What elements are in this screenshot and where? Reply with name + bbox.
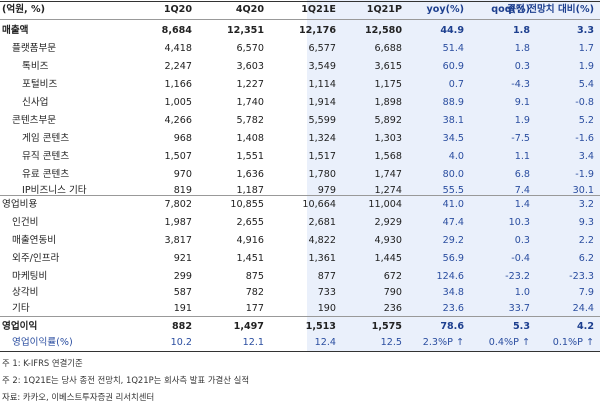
table-row: 마케팅비 299 875 877 672 124.6 -23.2 -23.3	[12, 271, 594, 282]
table-row: 뮤직 콘텐츠 1,507 1,551 1,517 1,568 4.0 1.1 3…	[22, 151, 594, 162]
note-2: 주 2: 1Q21E는 당사 종전 전망치, 1Q21P는 회사측 발표 가결산…	[2, 375, 250, 385]
table-row: 톡비즈 2,247 3,603 3,549 3,615 60.9 0.3 1.9	[22, 61, 594, 72]
header-4q20: 4Q20	[235, 4, 264, 15]
table-row: 게임 콘텐츠 968 1,408 1,324 1,303 34.5 -7.5 -…	[22, 133, 594, 144]
table-row: 인건비 1,987 2,655 2,681 2,929 47.4 10.3 9.…	[12, 217, 594, 228]
header-row: (억원, %) 1Q20 4Q20 1Q21E 1Q21P yoy(%) qoq…	[0, 1, 600, 19]
highlight-columns	[307, 0, 600, 351]
top-rule	[0, 1, 600, 2]
table-row: 플랫폼부문 4,418 6,570 6,577 6,688 51.4 1.8 1…	[12, 43, 594, 54]
table-row: 콘텐츠부문 4,266 5,782 5,599 5,892 38.1 1.9 5…	[12, 115, 594, 126]
bottom-rule	[0, 351, 600, 352]
header-1q20: 1Q20	[163, 4, 192, 15]
header-1q21e: 1Q21E	[301, 4, 336, 15]
header-unit: (억원, %)	[2, 4, 46, 15]
header-qoq: qoq(%)	[491, 4, 530, 15]
table-row: 영업이익률(%) 10.2 12.1 12.4 12.5 2.3%P ↑ 0.4…	[12, 337, 594, 348]
table-row: 영업이익 882 1,497 1,513 1,575 78.6 5.3 4.2	[2, 321, 594, 332]
header-rule	[0, 19, 600, 20]
table-row: 영업비용 7,802 10,855 10,664 11,004 41.0 1.4…	[2, 199, 594, 210]
section-rule-2	[0, 316, 600, 317]
section-rule-1	[0, 195, 600, 196]
table-row: 매출액 8,684 12,351 12,176 12,580 44.9 1.8 …	[2, 25, 594, 36]
header-yoy: yoy(%)	[426, 4, 464, 15]
header-1q21p: 1Q21P	[366, 4, 402, 15]
note-1: 주 1: K-IFRS 연결기준	[2, 358, 83, 368]
table-row: 유료 콘텐츠 970 1,636 1,780 1,747 80.0 6.8 -1…	[22, 169, 594, 180]
source-note: 자료: 카카오, 이베스트투자증권 리서치센터	[2, 392, 155, 402]
table-row: 기타 191 177 190 236 23.6 33.7 24.4	[12, 303, 594, 314]
table-row: 상각비 587 782 733 790 34.8 1.0 7.9	[12, 287, 594, 298]
table-row: IP비즈니스 기타 819 1,187 979 1,274 55.5 7.4 3…	[22, 185, 594, 196]
table-row: 외주/인프라 921 1,451 1,361 1,445 56.9 -0.4 6…	[12, 253, 594, 264]
table-row: 신사업 1,005 1,740 1,914 1,898 88.9 9.1 -0.…	[22, 97, 594, 108]
header-vs-forecast: 종전 전망치 대비(%)	[507, 4, 594, 15]
table-row: 매출연동비 3,817 4,916 4,822 4,930 29.2 0.3 2…	[12, 235, 594, 246]
table-row: 포털비즈 1,166 1,227 1,114 1,175 0.7 -4.3 5.…	[22, 79, 594, 90]
